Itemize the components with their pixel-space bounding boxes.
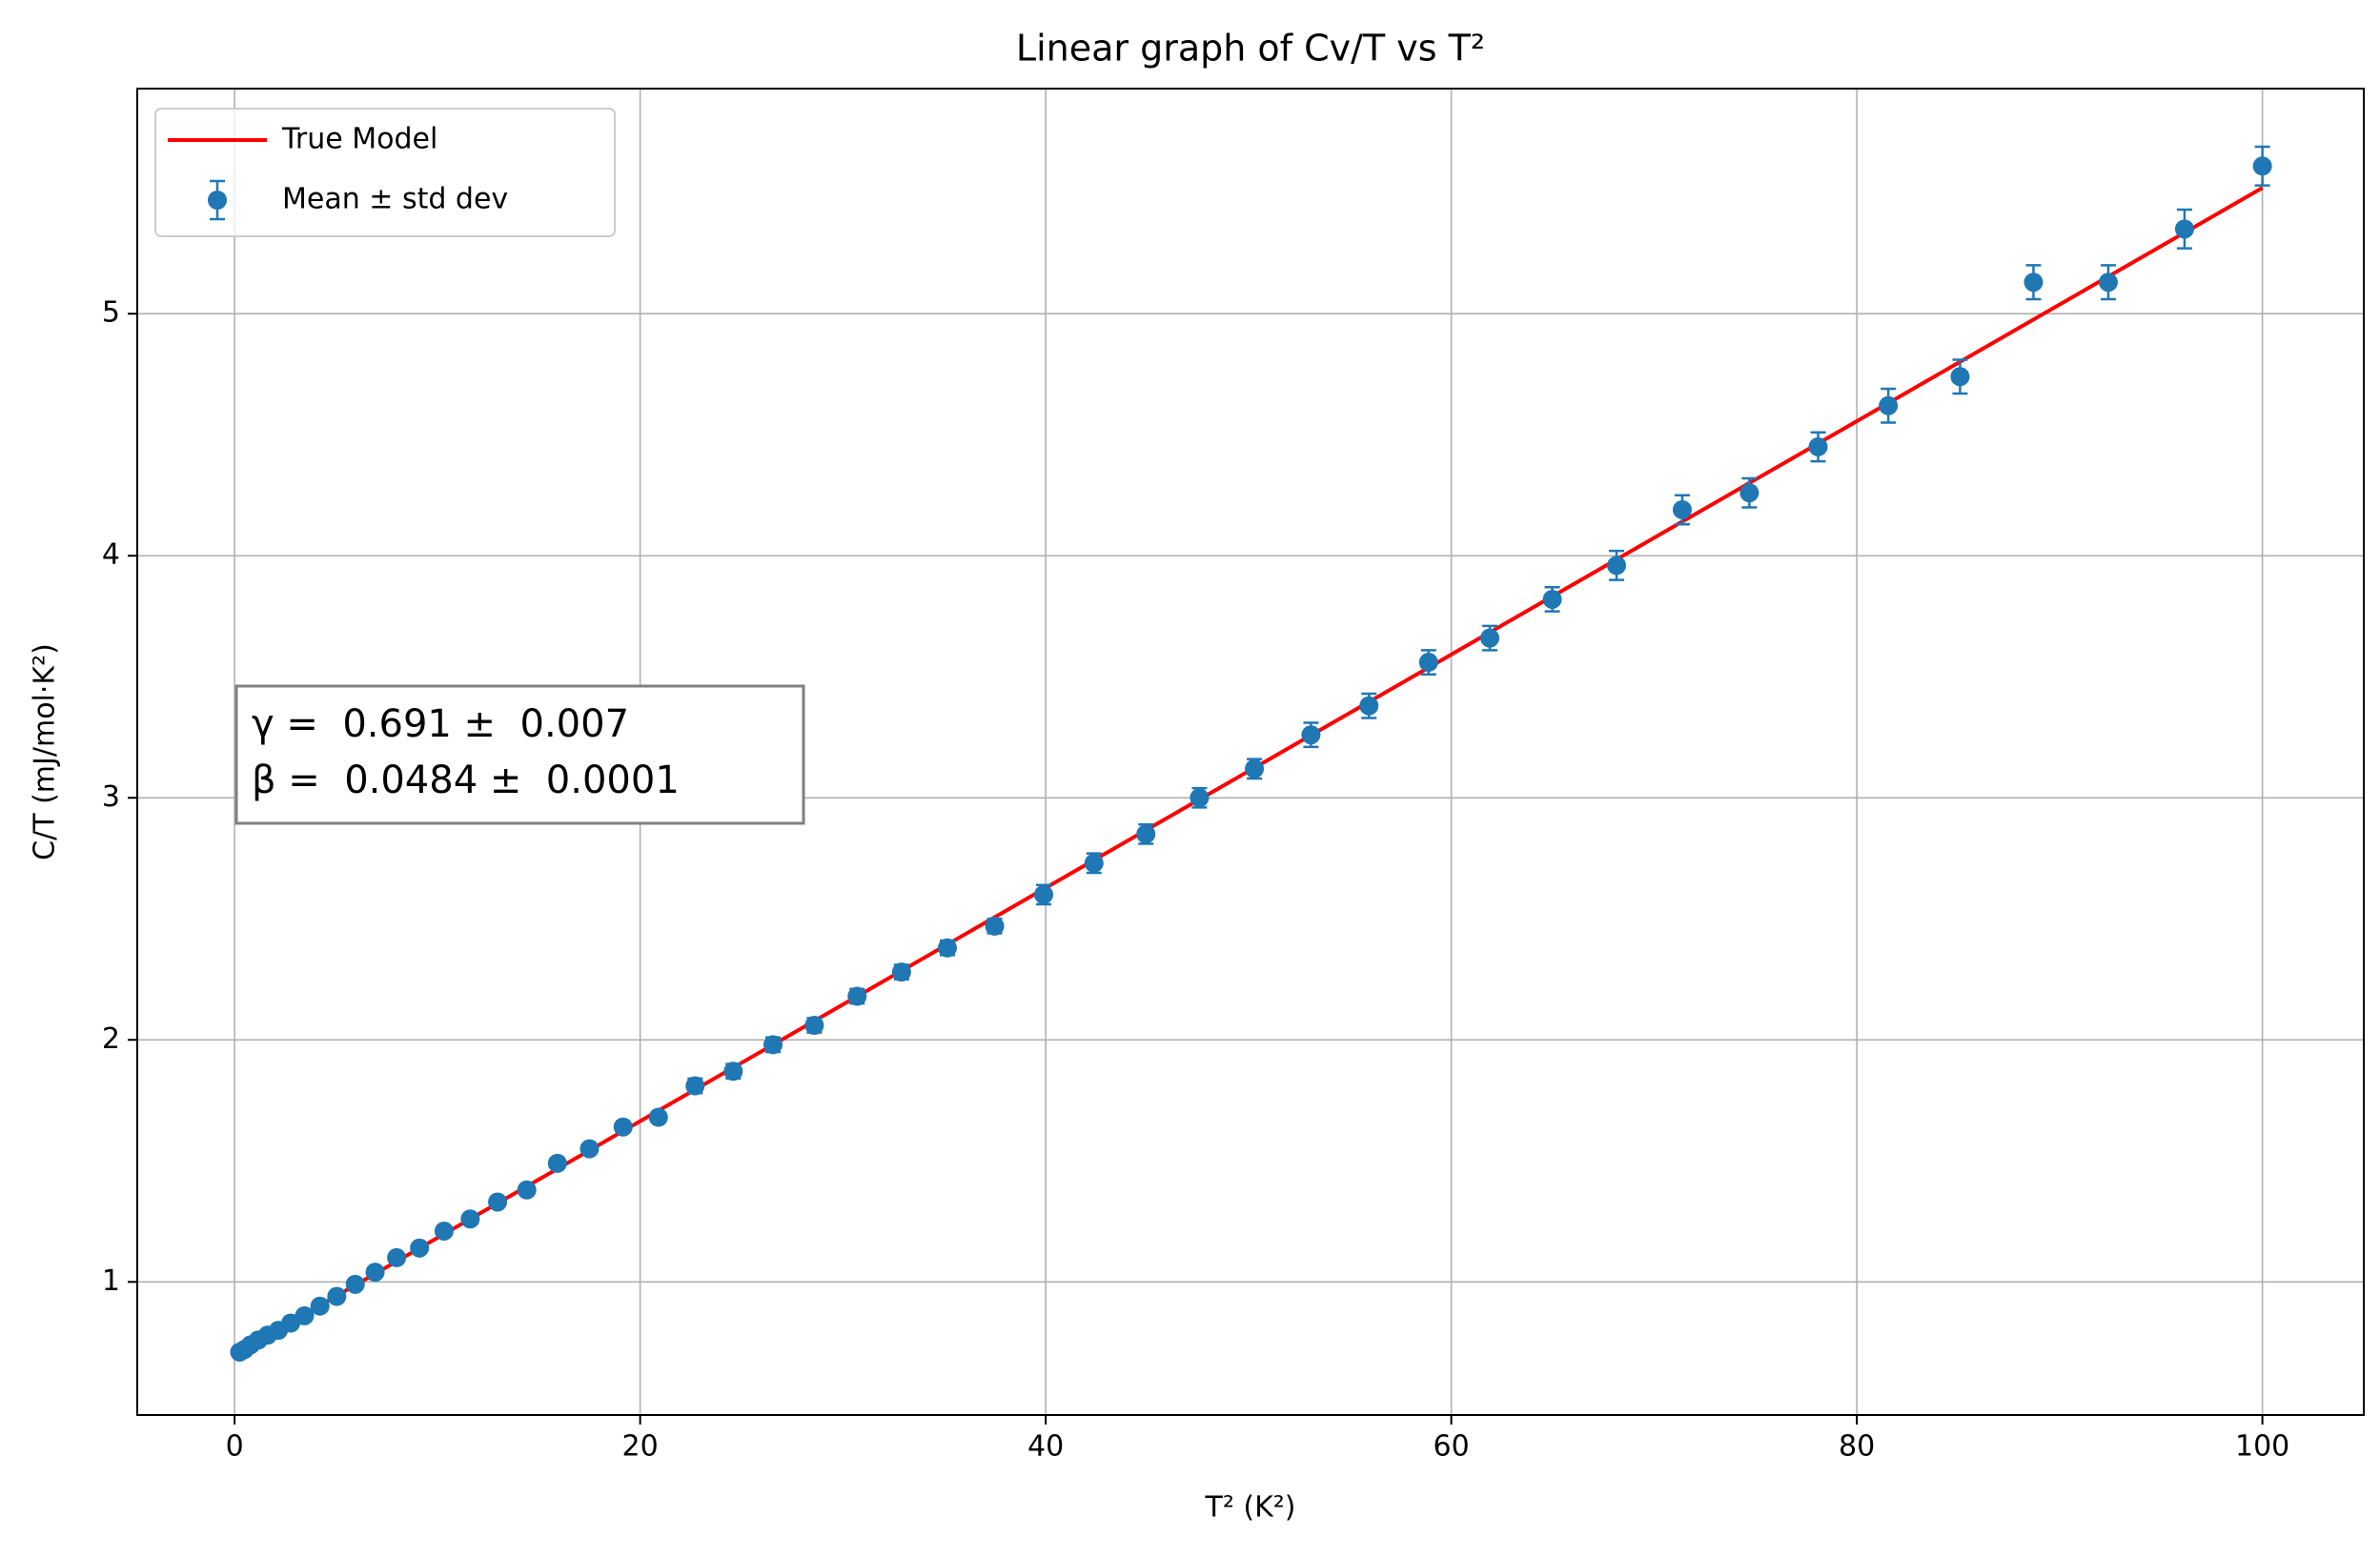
data-point	[1301, 725, 1321, 745]
y-tick-label: 4	[102, 538, 120, 572]
data-point	[763, 1035, 783, 1055]
data-point	[410, 1238, 430, 1258]
data-point	[434, 1221, 454, 1241]
data-point	[1359, 696, 1379, 716]
data-point	[937, 938, 957, 958]
legend-label: Mean ± std dev	[282, 183, 508, 216]
y-tick-label: 3	[102, 780, 120, 814]
legend: True Model Mean ± std dev	[154, 108, 616, 237]
annotation-box	[234, 684, 805, 825]
data-point	[891, 962, 911, 982]
data-point	[648, 1107, 668, 1127]
plot-area	[230, 145, 2272, 1362]
data-point	[985, 916, 1005, 936]
data-point	[517, 1180, 537, 1200]
x-tick-label: 40	[1027, 1430, 1064, 1464]
data-point	[488, 1192, 508, 1212]
data-point	[685, 1076, 705, 1096]
data-point	[547, 1153, 567, 1173]
axes-frame	[136, 88, 2365, 1416]
x-axis-label: T² (K²)	[1205, 1491, 1296, 1525]
data-point	[310, 1296, 330, 1316]
data-point	[1808, 436, 1828, 456]
data-point	[723, 1062, 743, 1082]
data-point	[1879, 395, 1899, 415]
data-point	[1672, 499, 1692, 519]
data-point	[804, 1016, 824, 1036]
data-point	[847, 986, 867, 1006]
y-tick-label: 5	[102, 296, 120, 330]
data-point	[1245, 758, 1265, 778]
data-point	[2174, 219, 2194, 239]
data-point	[1950, 367, 1970, 387]
data-point	[387, 1247, 407, 1267]
data-point	[2252, 156, 2272, 176]
y-axis-label: C/T (mJ/mol·K²)	[29, 643, 62, 860]
data-point	[1033, 884, 1053, 904]
data-point	[2098, 273, 2118, 293]
data-point	[295, 1305, 315, 1325]
legend-box	[154, 108, 616, 237]
annotation-text: γ = 0.691 ± 0.007	[252, 702, 629, 746]
annotation: γ = 0.691 ± 0.007 β = 0.0484 ± 0.0001	[234, 684, 805, 825]
data-point	[1136, 824, 1156, 844]
data-point	[1607, 556, 1627, 576]
x-tick-label: 100	[2235, 1430, 2289, 1464]
data-point	[365, 1263, 385, 1283]
data-point	[327, 1286, 347, 1306]
data-point	[1480, 628, 1500, 648]
data-point	[613, 1117, 633, 1137]
data-point	[1190, 788, 1210, 808]
y-tick-label: 2	[102, 1022, 120, 1056]
legend-swatch	[208, 191, 227, 210]
y-tick-label: 1	[102, 1264, 120, 1298]
x-tick-label: 20	[622, 1430, 659, 1464]
data-point	[2024, 273, 2044, 293]
data-point	[1739, 483, 1760, 503]
x-tick-label: 80	[1839, 1430, 1875, 1464]
legend-label: True Model	[281, 123, 437, 156]
data-point	[580, 1139, 600, 1159]
data-point	[460, 1209, 480, 1229]
data-point	[1542, 589, 1562, 609]
data-point	[1084, 853, 1104, 873]
data-point	[1418, 653, 1438, 673]
x-tick-label: 0	[226, 1430, 244, 1464]
data-point	[345, 1274, 365, 1294]
annotation-text: β = 0.0484 ± 0.0001	[252, 758, 680, 802]
x-tick-label: 60	[1434, 1430, 1470, 1464]
chart-title: Linear graph of Cv/T vs T²	[1016, 28, 1485, 70]
